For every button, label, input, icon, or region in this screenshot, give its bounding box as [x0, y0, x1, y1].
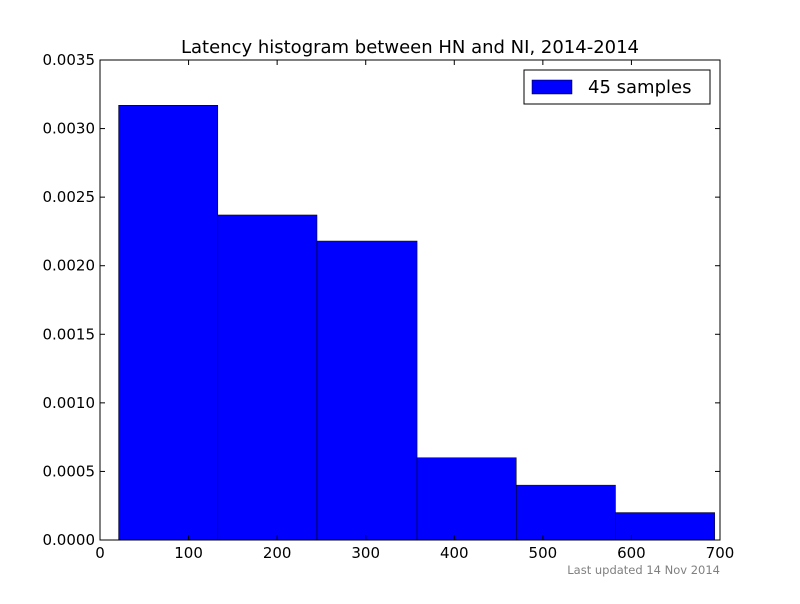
- last-updated-note: Last updated 14 Nov 2014: [567, 563, 720, 577]
- y-tick-label-4: 0.0020: [43, 257, 96, 275]
- x-tick-label-1: 100: [174, 544, 203, 562]
- bars-layer: [118, 105, 715, 541]
- histogram-bar-2: [217, 214, 318, 541]
- y-tick-label-5: 0.0025: [43, 188, 96, 206]
- histogram-bar-6: [615, 512, 715, 541]
- histogram-bar-4: [416, 457, 517, 541]
- x-tick-label-2: 200: [263, 544, 292, 562]
- chart-title: Latency histogram between HN and NI, 201…: [181, 37, 639, 58]
- x-tick-label-4: 400: [440, 544, 469, 562]
- histogram-bar-5: [516, 484, 616, 541]
- plot-frame: [99, 59, 721, 541]
- y-tick-label-7: 0.0035: [43, 51, 96, 69]
- y-tick-label-3: 0.0015: [43, 325, 96, 343]
- x-tick-label-0: 0: [95, 544, 105, 562]
- y-tick-label-0: 0.0000: [43, 531, 96, 549]
- legend: 45 samples: [523, 69, 711, 105]
- histogram-bar-3: [316, 240, 418, 541]
- y-tick-labels: 0.0000 0.0005 0.0010 0.0015 0.0020 0.0025 0.00…: [43, 51, 96, 549]
- y-tick-label-1: 0.0005: [43, 462, 96, 480]
- legend-swatch: [531, 79, 573, 95]
- legend-label: 45 samples: [588, 77, 691, 98]
- histogram-bar-1: [118, 105, 219, 541]
- x-tick-label-7: 700: [706, 544, 735, 562]
- y-tick-label-6: 0.0030: [43, 120, 96, 138]
- x-tick-label-5: 500: [529, 544, 558, 562]
- x-tick-label-3: 300: [351, 544, 380, 562]
- x-tick-label-6: 600: [617, 544, 646, 562]
- x-tick-labels: 0 100 200 300 400 500 600 700: [95, 544, 734, 562]
- y-tick-label-2: 0.0010: [43, 394, 96, 412]
